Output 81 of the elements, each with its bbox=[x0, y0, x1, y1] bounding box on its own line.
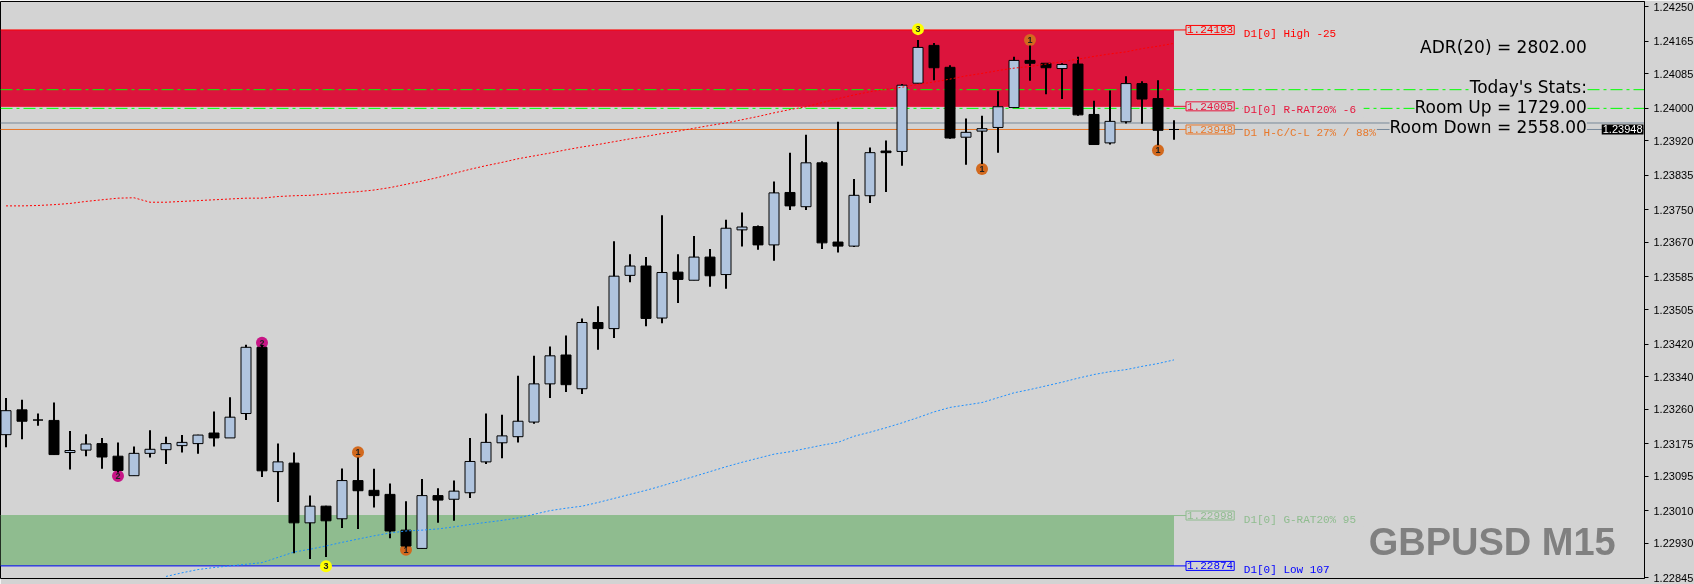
y-tick-label: 1.23670 bbox=[1653, 236, 1694, 249]
candlestick bbox=[480, 412, 492, 465]
candlestick bbox=[432, 487, 444, 524]
ref-line-label: D1[0] Low 107 bbox=[1243, 563, 1330, 576]
candlestick bbox=[160, 435, 172, 465]
candlestick bbox=[880, 139, 892, 194]
candlestick bbox=[272, 442, 284, 504]
y-tick-label: 1.22930 bbox=[1653, 537, 1694, 550]
candlestick bbox=[672, 253, 684, 304]
candlestick bbox=[320, 504, 332, 558]
candlestick bbox=[752, 224, 764, 251]
candlestick bbox=[832, 120, 844, 254]
candlestick bbox=[928, 41, 940, 82]
candlestick bbox=[992, 90, 1004, 154]
candlestick bbox=[624, 253, 636, 284]
candlestick bbox=[1136, 80, 1148, 125]
candlestick bbox=[96, 436, 108, 470]
ref-line-label: D1 H-C/C-L 27% / 88% bbox=[1243, 127, 1377, 140]
candlestick bbox=[304, 494, 316, 560]
ref-line-label: D1[0] G-RAT20% 95 bbox=[1243, 513, 1357, 526]
text: 3 bbox=[915, 24, 921, 35]
series-label: 3 bbox=[323, 561, 329, 572]
text: 1 bbox=[1155, 145, 1161, 156]
y-tick-label: 1.23750 bbox=[1653, 203, 1694, 216]
line-series bbox=[165, 359, 1175, 577]
text: Today's Stats: bbox=[1468, 76, 1587, 97]
candlestick bbox=[704, 247, 716, 288]
candlestick bbox=[224, 396, 236, 439]
series-label: 1 bbox=[403, 544, 409, 555]
y-tick-label: 1.23505 bbox=[1653, 303, 1694, 316]
candlestick bbox=[64, 430, 76, 471]
candlestick bbox=[512, 374, 524, 444]
candlestick bbox=[960, 117, 972, 166]
text: Room Down = 2558.00 bbox=[1389, 116, 1587, 137]
candlestick bbox=[688, 234, 700, 282]
candlestick bbox=[144, 429, 156, 459]
text: Room Up = 1729.00 bbox=[1414, 96, 1587, 117]
text: 1.22874 bbox=[1187, 560, 1234, 573]
y-tick-label: 1.23420 bbox=[1653, 338, 1694, 351]
y-tick-label: 1.23095 bbox=[1653, 470, 1694, 483]
text: 1.22998 bbox=[1187, 510, 1234, 523]
y-tick-label: 1.24165 bbox=[1653, 35, 1694, 48]
candlestick bbox=[496, 413, 508, 460]
text: 1.23948 bbox=[1187, 124, 1234, 136]
text: 1.24193 bbox=[1187, 24, 1234, 37]
ref-line-label: D1[0] R-RAT20% -6 bbox=[1243, 104, 1357, 117]
candlestick bbox=[1168, 119, 1180, 141]
text: 1.24005 bbox=[1187, 100, 1234, 113]
text: 1 bbox=[979, 163, 985, 174]
candlestick bbox=[1104, 89, 1116, 146]
candlestick bbox=[368, 467, 380, 509]
y-tick-label: 1.23010 bbox=[1653, 504, 1694, 517]
y-tick-label: 1.24250 bbox=[1653, 0, 1694, 13]
text: 1.23948 bbox=[1602, 123, 1643, 136]
y-tick-label: 1.24085 bbox=[1653, 67, 1694, 80]
y-tick-label: 1.23835 bbox=[1653, 169, 1694, 182]
y-tick-label: 1.23260 bbox=[1653, 403, 1694, 416]
text: ADR(20) = 2802.00 bbox=[1420, 36, 1587, 57]
y-tick-label: 1.23340 bbox=[1653, 370, 1694, 383]
text: 1 bbox=[1027, 35, 1033, 46]
ref-line-label: D1[0] High -25 bbox=[1243, 27, 1337, 40]
y-tick-label: 1.23585 bbox=[1653, 271, 1694, 283]
text: GBPUSD M15 bbox=[1368, 520, 1616, 563]
series-label: 2 bbox=[115, 471, 121, 482]
candlestick bbox=[208, 410, 220, 448]
candlestick bbox=[448, 479, 460, 522]
candlestick bbox=[192, 433, 204, 455]
candlestick bbox=[1040, 62, 1052, 96]
y-tick-label: 1.22845 bbox=[1653, 571, 1694, 584]
y-tick-label: 1.23175 bbox=[1653, 437, 1694, 450]
candlestick bbox=[80, 433, 92, 458]
candlestick bbox=[736, 211, 748, 248]
y-tick-label: 1.23920 bbox=[1653, 134, 1694, 147]
candlestick bbox=[128, 445, 140, 477]
candlestick bbox=[1056, 62, 1068, 101]
candlestick bbox=[784, 151, 796, 211]
line-series bbox=[5, 42, 1175, 207]
text: 1 bbox=[355, 447, 361, 458]
candlestick bbox=[592, 305, 604, 351]
candlestick bbox=[16, 398, 28, 441]
y-tick-label: 1.24000 bbox=[1653, 102, 1694, 115]
